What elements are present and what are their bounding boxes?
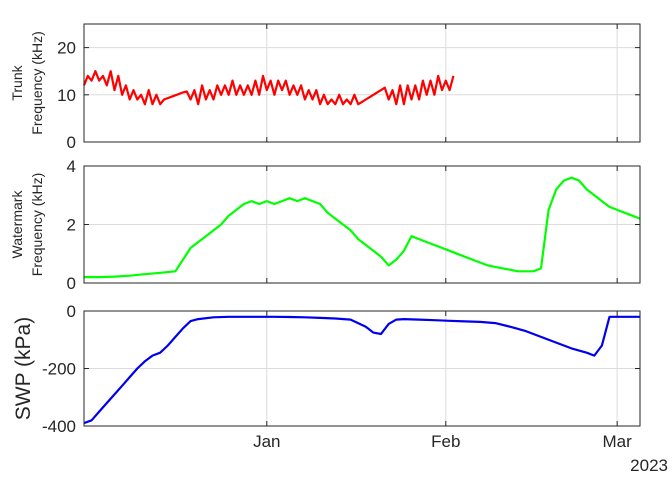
grid: [84, 310, 640, 427]
y-tick-label: 0: [67, 133, 76, 152]
x-tick-label: Feb: [431, 432, 460, 451]
y-axis-label: Trunk: [9, 64, 25, 100]
y-tick-label: 20: [57, 39, 76, 58]
y-axis-label: SWP (kPa): [12, 317, 35, 420]
y-axis-label: Watermark: [9, 190, 25, 259]
y-tick-label: 10: [57, 86, 76, 105]
x-axis-year-label: 2023: [630, 456, 668, 475]
y-tick-label: -400: [42, 417, 76, 436]
panel-swp: -400 -200 0 SWP (kPa): [12, 302, 641, 436]
x-tick-label: Mar: [603, 432, 633, 451]
x-tick-label: Jan: [253, 432, 280, 451]
series-line-0: [84, 176, 641, 279]
series-line-0: [82, 70, 455, 106]
panel-watermark-frequency: 0 2 4 Watermark Frequency (kHz): [9, 157, 641, 293]
series-line-0: [83, 315, 640, 425]
y-tick-label: 0: [67, 274, 76, 293]
y-tick-label: -200: [42, 360, 76, 379]
y-axis-label: Frequency (kHz): [29, 173, 45, 276]
y-axis-label: Frequency (kHz): [29, 31, 45, 134]
axes-frame: [83, 23, 641, 143]
y-tick-label: 2: [67, 216, 76, 235]
grid: [84, 165, 640, 284]
y-tick-label: 0: [67, 302, 76, 321]
panel-trunk-frequency: 0 10 20 Trunk Frequency (kHz): [9, 23, 641, 152]
shared-x-axis: Jan Feb Mar 2023: [253, 432, 668, 475]
y-tick-label: 4: [67, 157, 76, 176]
grid: [84, 24, 640, 143]
